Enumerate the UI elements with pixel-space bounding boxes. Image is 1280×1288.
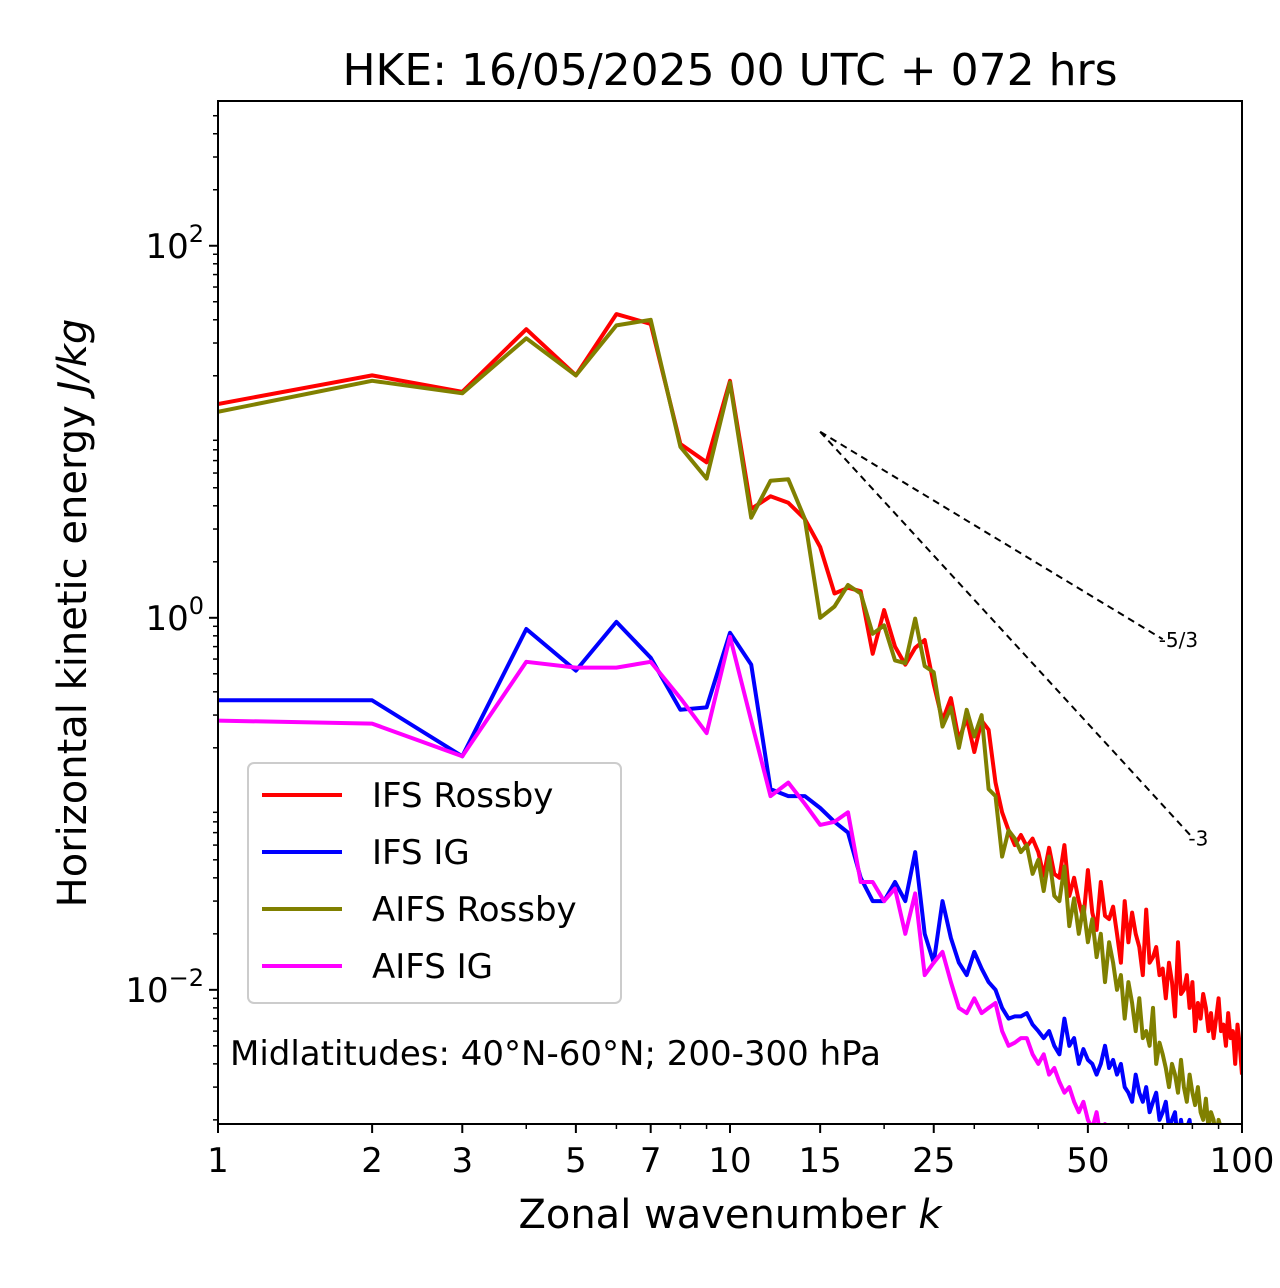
x-tick-label: 100: [1210, 1141, 1275, 1181]
legend-label: AIFS Rossby: [372, 890, 577, 930]
reference-slope-label: -3: [1188, 826, 1208, 850]
legend-label: AIFS IG: [372, 947, 493, 987]
region-annotation: Midlatitudes: 40°N-60°N; 200-300 hPa: [230, 1034, 881, 1074]
series-layer: [218, 312, 1242, 1124]
reference-slope-label: -5/3: [1159, 628, 1198, 652]
plot-frame: [217, 100, 1243, 1125]
x-tick-label: 5: [565, 1141, 587, 1181]
reference-slope-line: [819, 431, 1194, 839]
legend-items: IFS Rossby IFS IG AIFS Rossby AIFS IG: [262, 776, 577, 987]
y-axis-label-unit: J/kg: [50, 319, 96, 400]
y-tick-label: 102: [145, 220, 204, 267]
axis-ticks-layer: 1 2 3 5 7 10 15 25 50 100 102 100 10−2: [125, 114, 1275, 1181]
reference-slope-layer: -5/3 -3: [819, 430, 1208, 850]
legend-box: [247, 762, 622, 1004]
x-tick-label: 7: [640, 1141, 662, 1181]
x-tick-label: 1: [207, 1141, 229, 1181]
reference-slope-line: [819, 430, 1164, 641]
x-tick-label: 15: [799, 1141, 842, 1181]
chart-title: HKE: 16/05/2025 00 UTC + 072 hrs: [342, 45, 1117, 96]
legend-label: IFS IG: [372, 833, 470, 873]
series-line-aifs-ig: [218, 634, 1108, 1124]
x-tick-label: 25: [912, 1141, 955, 1181]
x-tick-label: 2: [361, 1141, 383, 1181]
y-tick-label: 10−2: [125, 964, 204, 1011]
x-tick-label: 10: [708, 1141, 751, 1181]
legend-label: IFS Rossby: [372, 776, 553, 816]
x-tick-label: 3: [451, 1141, 473, 1181]
legend: IFS Rossby IFS IG AIFS Rossby AIFS IG: [247, 762, 622, 1004]
series-line-aifs-rossby: [218, 317, 1222, 1124]
x-axis-label: Zonal wavenumber k: [518, 1192, 943, 1238]
x-axis-label-variable: k: [918, 1192, 943, 1238]
x-axis-label-text: Zonal wavenumber: [518, 1192, 918, 1238]
x-tick-label: 50: [1066, 1141, 1109, 1181]
y-axis-label: Horizontal kinetic energy J/kg: [50, 319, 96, 908]
y-tick-label: 100: [145, 592, 204, 639]
y-axis-label-text: Horizontal kinetic energy: [50, 393, 96, 908]
